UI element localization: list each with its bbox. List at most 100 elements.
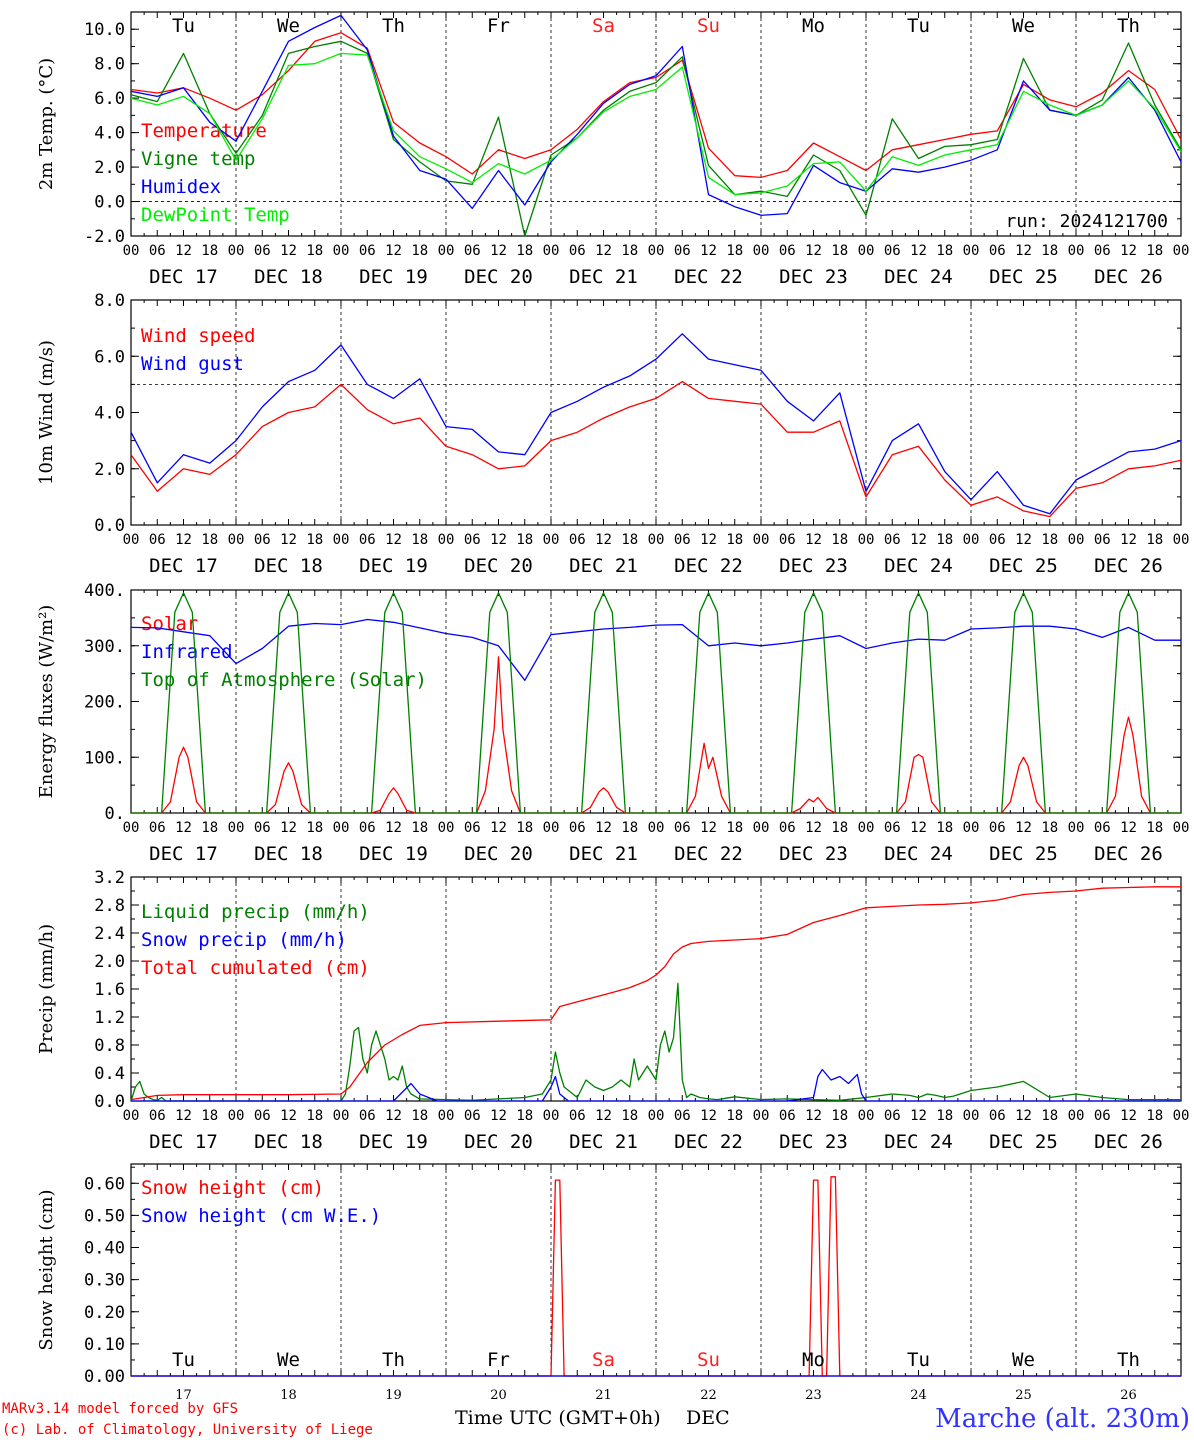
- day-label: DEC 21: [569, 1131, 638, 1153]
- hour-tick-label: 18: [621, 820, 638, 836]
- day-label: DEC 20: [464, 1131, 533, 1153]
- day-label: DEC 19: [359, 1131, 428, 1153]
- y-tick-label: 0.0: [94, 193, 125, 213]
- day-label: DEC 24: [884, 266, 953, 288]
- hour-tick-label: 00: [228, 1108, 245, 1124]
- hour-tick-label: 00: [1173, 243, 1190, 259]
- series-line-0-1: [130, 40, 1182, 237]
- hour-tick-label: 18: [201, 820, 218, 836]
- day-label: DEC 21: [569, 555, 638, 577]
- hour-tick-label: 12: [700, 820, 717, 836]
- hour-tick-label: 00: [963, 532, 980, 548]
- y-tick-label: 2.0: [94, 952, 125, 972]
- series-line-3-2: [130, 886, 1181, 1101]
- hour-tick-label: 18: [1146, 1108, 1163, 1124]
- hour-tick-label: 06: [779, 532, 796, 548]
- legend-entry: Wind speed: [141, 325, 255, 347]
- hour-tick-label: 18: [936, 243, 953, 259]
- hour-tick-label: 00: [753, 243, 770, 259]
- hour-tick-label: 06: [464, 243, 481, 259]
- weekday-label-bottom: We: [277, 1349, 300, 1371]
- y-tick-label: 0.00: [84, 1367, 125, 1387]
- y-axis-label: 2m Temp. (°C): [36, 58, 57, 190]
- hour-tick-label: 06: [1094, 532, 1111, 548]
- hour-tick-label: 12: [280, 1108, 297, 1124]
- hour-tick-label: 00: [123, 532, 140, 548]
- hour-tick-label: 06: [359, 243, 376, 259]
- legend-entry: Snow height (cm): [141, 1177, 324, 1199]
- weekday-label: Sa: [592, 15, 615, 37]
- weekday-label-bottom: Mo: [802, 1349, 825, 1371]
- hour-tick-label: 18: [831, 820, 848, 836]
- y-tick-label: 0.0: [94, 1092, 125, 1112]
- hour-tick-label: 18: [726, 243, 743, 259]
- hour-tick-label: 12: [385, 820, 402, 836]
- hour-tick-label: 18: [201, 243, 218, 259]
- day-label: DEC 19: [359, 843, 428, 865]
- hour-tick-label: 18: [1146, 243, 1163, 259]
- hour-tick-label: 00: [438, 820, 455, 836]
- hour-tick-label: 06: [149, 243, 166, 259]
- hour-tick-label: 12: [1120, 1108, 1137, 1124]
- hour-tick-label: 00: [753, 532, 770, 548]
- hour-tick-label: 18: [1146, 532, 1163, 548]
- hour-tick-label: 00: [963, 1108, 980, 1124]
- hour-tick-label: 00: [858, 1108, 875, 1124]
- day-label: DEC 20: [464, 843, 533, 865]
- weekday-label-bottom: Sa: [592, 1349, 615, 1371]
- day-label: DEC 17: [149, 266, 218, 288]
- hour-tick-label: 06: [884, 532, 901, 548]
- y-tick-label: 0.0: [94, 516, 125, 536]
- hour-tick-label: 12: [385, 1108, 402, 1124]
- y-tick-label: 0.60: [84, 1174, 125, 1194]
- hour-tick-label: 18: [831, 243, 848, 259]
- hour-tick-label: 06: [1094, 1108, 1111, 1124]
- hour-tick-label: 18: [1146, 820, 1163, 836]
- hour-tick-label: 18: [621, 1108, 638, 1124]
- y-tick-label: 0.20: [84, 1303, 125, 1323]
- y-tick-label: 2.0: [94, 158, 125, 178]
- y-tick-label: 8.0: [94, 55, 125, 75]
- station-name: Marche (alt. 230m): [935, 1404, 1190, 1434]
- day-label: DEC 18: [254, 555, 323, 577]
- y-axis-label: Precip (mm/h): [36, 924, 57, 1054]
- hour-tick-label: 12: [490, 243, 507, 259]
- hour-tick-label: 18: [936, 820, 953, 836]
- hour-tick-label: 18: [516, 532, 533, 548]
- y-axis-label: 10m Wind (m/s): [36, 340, 57, 485]
- hour-tick-label: 06: [569, 1108, 586, 1124]
- day-label: DEC 24: [884, 555, 953, 577]
- hour-tick-label: 00: [543, 532, 560, 548]
- y-tick-label: 3.2: [94, 868, 125, 888]
- hour-tick-label: 12: [910, 1108, 927, 1124]
- hour-tick-label: 06: [359, 820, 376, 836]
- hour-tick-label: 00: [858, 243, 875, 259]
- hour-tick-label: 18: [1041, 532, 1058, 548]
- hour-tick-label: 06: [674, 820, 691, 836]
- weekday-label: Th: [1117, 15, 1140, 37]
- y-tick-label: 0.10: [84, 1335, 125, 1355]
- series-line-4-0: [131, 1176, 1181, 1377]
- hour-tick-label: 00: [858, 820, 875, 836]
- weekday-label: Th: [382, 15, 405, 37]
- hour-tick-label: 00: [228, 820, 245, 836]
- hour-tick-label: 18: [306, 1108, 323, 1124]
- y-tick-label: 0.30: [84, 1271, 125, 1291]
- hour-tick-label: 06: [464, 1108, 481, 1124]
- day-label: DEC 25: [989, 555, 1058, 577]
- day-label: DEC 21: [569, 266, 638, 288]
- legend-entry: Humidex: [141, 176, 221, 198]
- hour-tick-label: 12: [700, 1108, 717, 1124]
- hour-tick-label: 12: [1120, 820, 1137, 836]
- hour-tick-label: 00: [543, 820, 560, 836]
- hour-tick-label: 12: [490, 1108, 507, 1124]
- hour-tick-label: 00: [648, 243, 665, 259]
- hour-tick-label: 00: [543, 243, 560, 259]
- hour-tick-label: 06: [149, 820, 166, 836]
- hour-tick-label: 18: [1041, 243, 1058, 259]
- hour-tick-label: 12: [700, 243, 717, 259]
- hour-tick-label: 06: [884, 243, 901, 259]
- day-label: DEC 18: [254, 266, 323, 288]
- y-tick-label: 2.0: [94, 460, 125, 480]
- hour-tick-label: 12: [175, 532, 192, 548]
